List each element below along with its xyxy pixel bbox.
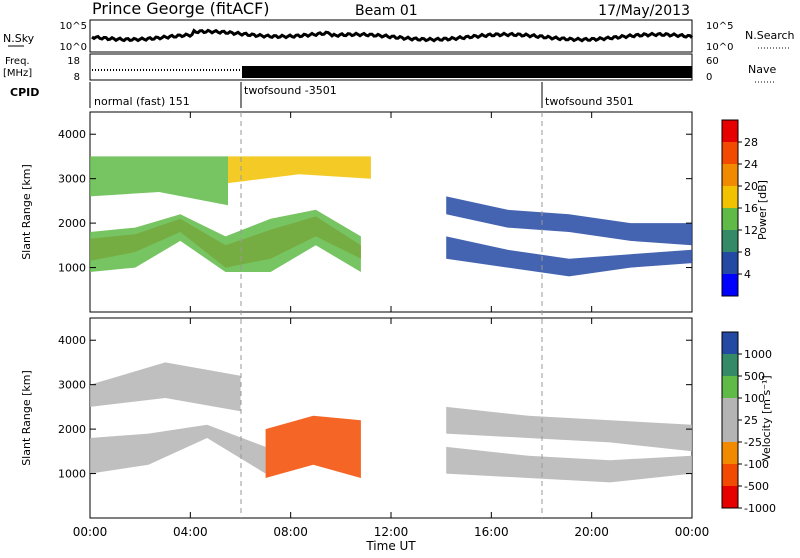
beam-label: Beam 01 [355, 3, 418, 19]
cpid-label: CPID [10, 86, 39, 99]
power-colorbar-swatch [722, 186, 738, 208]
power-colorbar-label: 24 [744, 158, 758, 171]
power-colorbar-label: 12 [744, 224, 758, 237]
x-tick-label: 08:00 [273, 525, 308, 539]
noise-right-label: N.Search [745, 29, 795, 42]
velocity-colorbar-label: -100 [744, 458, 769, 471]
velocity-panel: 1000 2000 3000 4000 Slant Range [km] [20, 317, 693, 519]
x-axis: 00:00 04:00 08:00 12:00 16:00 20:00 00:00 [73, 112, 710, 539]
noise-right-tick-bottom: 10^0 [706, 42, 733, 53]
x-tick-label: 00:00 [73, 525, 108, 539]
freq-label-1: Freq. [5, 56, 30, 67]
velocity-band [90, 424, 266, 474]
power-ylabel: Slant Range [km] [20, 164, 33, 260]
x-tick-label: 00:00 [675, 525, 710, 539]
velocity-colorbar-label: 1000 [744, 348, 772, 361]
power-colorbar-label: 28 [744, 136, 758, 149]
velocity-colorbar-label: 25 [744, 414, 758, 427]
power-colorbar: 4 8 12 16 20 24 28 [721, 119, 758, 297]
velocity-colorbar-swatch [722, 464, 738, 486]
velocity-ytick-label: 4000 [58, 334, 86, 347]
power-ytick-label: 1000 [58, 262, 86, 275]
x-tick-label: 04:00 [173, 525, 208, 539]
freq-label-2: [MHz] [3, 68, 32, 79]
power-colorbar-label: 4 [744, 268, 751, 281]
power-colorbar-label: 16 [744, 202, 758, 215]
power-band [90, 156, 228, 206]
power-colorbar-swatch [722, 252, 738, 274]
power-colorbar-swatch [722, 164, 738, 186]
power-colorbar-swatch [722, 208, 738, 230]
velocity-band [446, 406, 692, 452]
velocity-colorbar-swatch [722, 354, 738, 376]
velocity-colorbar-swatch [722, 420, 738, 442]
freq-fill-block [242, 66, 692, 78]
velocity-colorbar-swatch [722, 486, 738, 508]
cpid-segment-3: twofsound 3501 [545, 95, 634, 108]
power-colorbar-label: 8 [744, 246, 751, 259]
velocity-band [90, 362, 241, 412]
x-axis-label: Time UT [365, 539, 416, 553]
noise-left-tick-bottom: 10^0 [60, 42, 87, 53]
velocity-ytick-label: 2000 [58, 423, 86, 436]
velocity-panel-frame [89, 317, 693, 519]
power-colorbar-label: Power [dB] [756, 180, 769, 240]
noise-left-tick-top: 10^5 [60, 21, 87, 32]
velocity-ytick-label: 3000 [58, 379, 86, 392]
power-ytick-label: 3000 [58, 173, 86, 186]
x-tick-label: 20:00 [574, 525, 609, 539]
velocity-colorbar-swatch [722, 376, 738, 398]
power-band [446, 196, 692, 246]
velocity-bands [90, 362, 692, 483]
velocity-band [446, 446, 692, 483]
velocity-colorbar-label: -25 [744, 436, 762, 449]
velocity-ylabel: Slant Range [km] [20, 370, 33, 466]
velocity-band [265, 415, 361, 478]
velocity-colorbar-swatch [722, 332, 738, 354]
velocity-colorbar-label: -500 [744, 480, 769, 493]
station-title: Prince George (fitACF) [92, 0, 270, 18]
power-colorbar-swatch [722, 230, 738, 252]
velocity-ytick-label: 1000 [58, 468, 86, 481]
nave-tick-bottom: 0 [706, 72, 712, 83]
x-tick-label: 12:00 [374, 525, 409, 539]
velocity-colorbar-label: 500 [744, 370, 765, 383]
velocity-yticks: 1000 2000 3000 4000 [58, 334, 692, 481]
power-colorbar-label: 20 [744, 180, 758, 193]
cpid-segment-1: normal (fast) 151 [94, 95, 190, 108]
velocity-colorbar-label: 100 [744, 392, 765, 405]
freq-tick-top: 18 [67, 56, 80, 67]
noise-left-label: N.Sky [3, 32, 35, 45]
x-tick-label: 16:00 [474, 525, 509, 539]
power-ytick-label: 4000 [58, 128, 86, 141]
freq-tick-bottom: 8 [74, 72, 80, 83]
velocity-colorbar-label: Velocity [m s⁻¹] [760, 375, 773, 460]
power-band [228, 156, 371, 184]
power-ytick-label: 2000 [58, 217, 86, 230]
power-panel-frame [89, 111, 693, 313]
power-colorbar-swatch [722, 274, 738, 296]
power-panel: 1000 2000 3000 4000 Slant Range [km] [20, 111, 693, 313]
power-colorbar-swatch [722, 142, 738, 164]
noise-sky-trace [91, 28, 694, 43]
power-band [90, 209, 361, 272]
velocity-colorbar: 1000 500 100 25 -25 -100 -500 -1000 [721, 331, 776, 515]
power-band [446, 236, 692, 277]
velocity-colorbar-label: -1000 [744, 502, 776, 515]
velocity-colorbar-swatch [722, 398, 738, 420]
cpid-segment-2: twofsound -3501 [244, 84, 337, 97]
power-bands [90, 156, 692, 277]
power-colorbar-swatch [722, 120, 738, 142]
noise-right-tick-top: 10^5 [706, 21, 733, 32]
nave-tick-top: 60 [706, 56, 719, 67]
power-yticks: 1000 2000 3000 4000 [58, 128, 692, 275]
nave-label: Nave [748, 63, 776, 76]
velocity-colorbar-swatch [722, 442, 738, 464]
date-label: 17/May/2013 [598, 3, 690, 19]
